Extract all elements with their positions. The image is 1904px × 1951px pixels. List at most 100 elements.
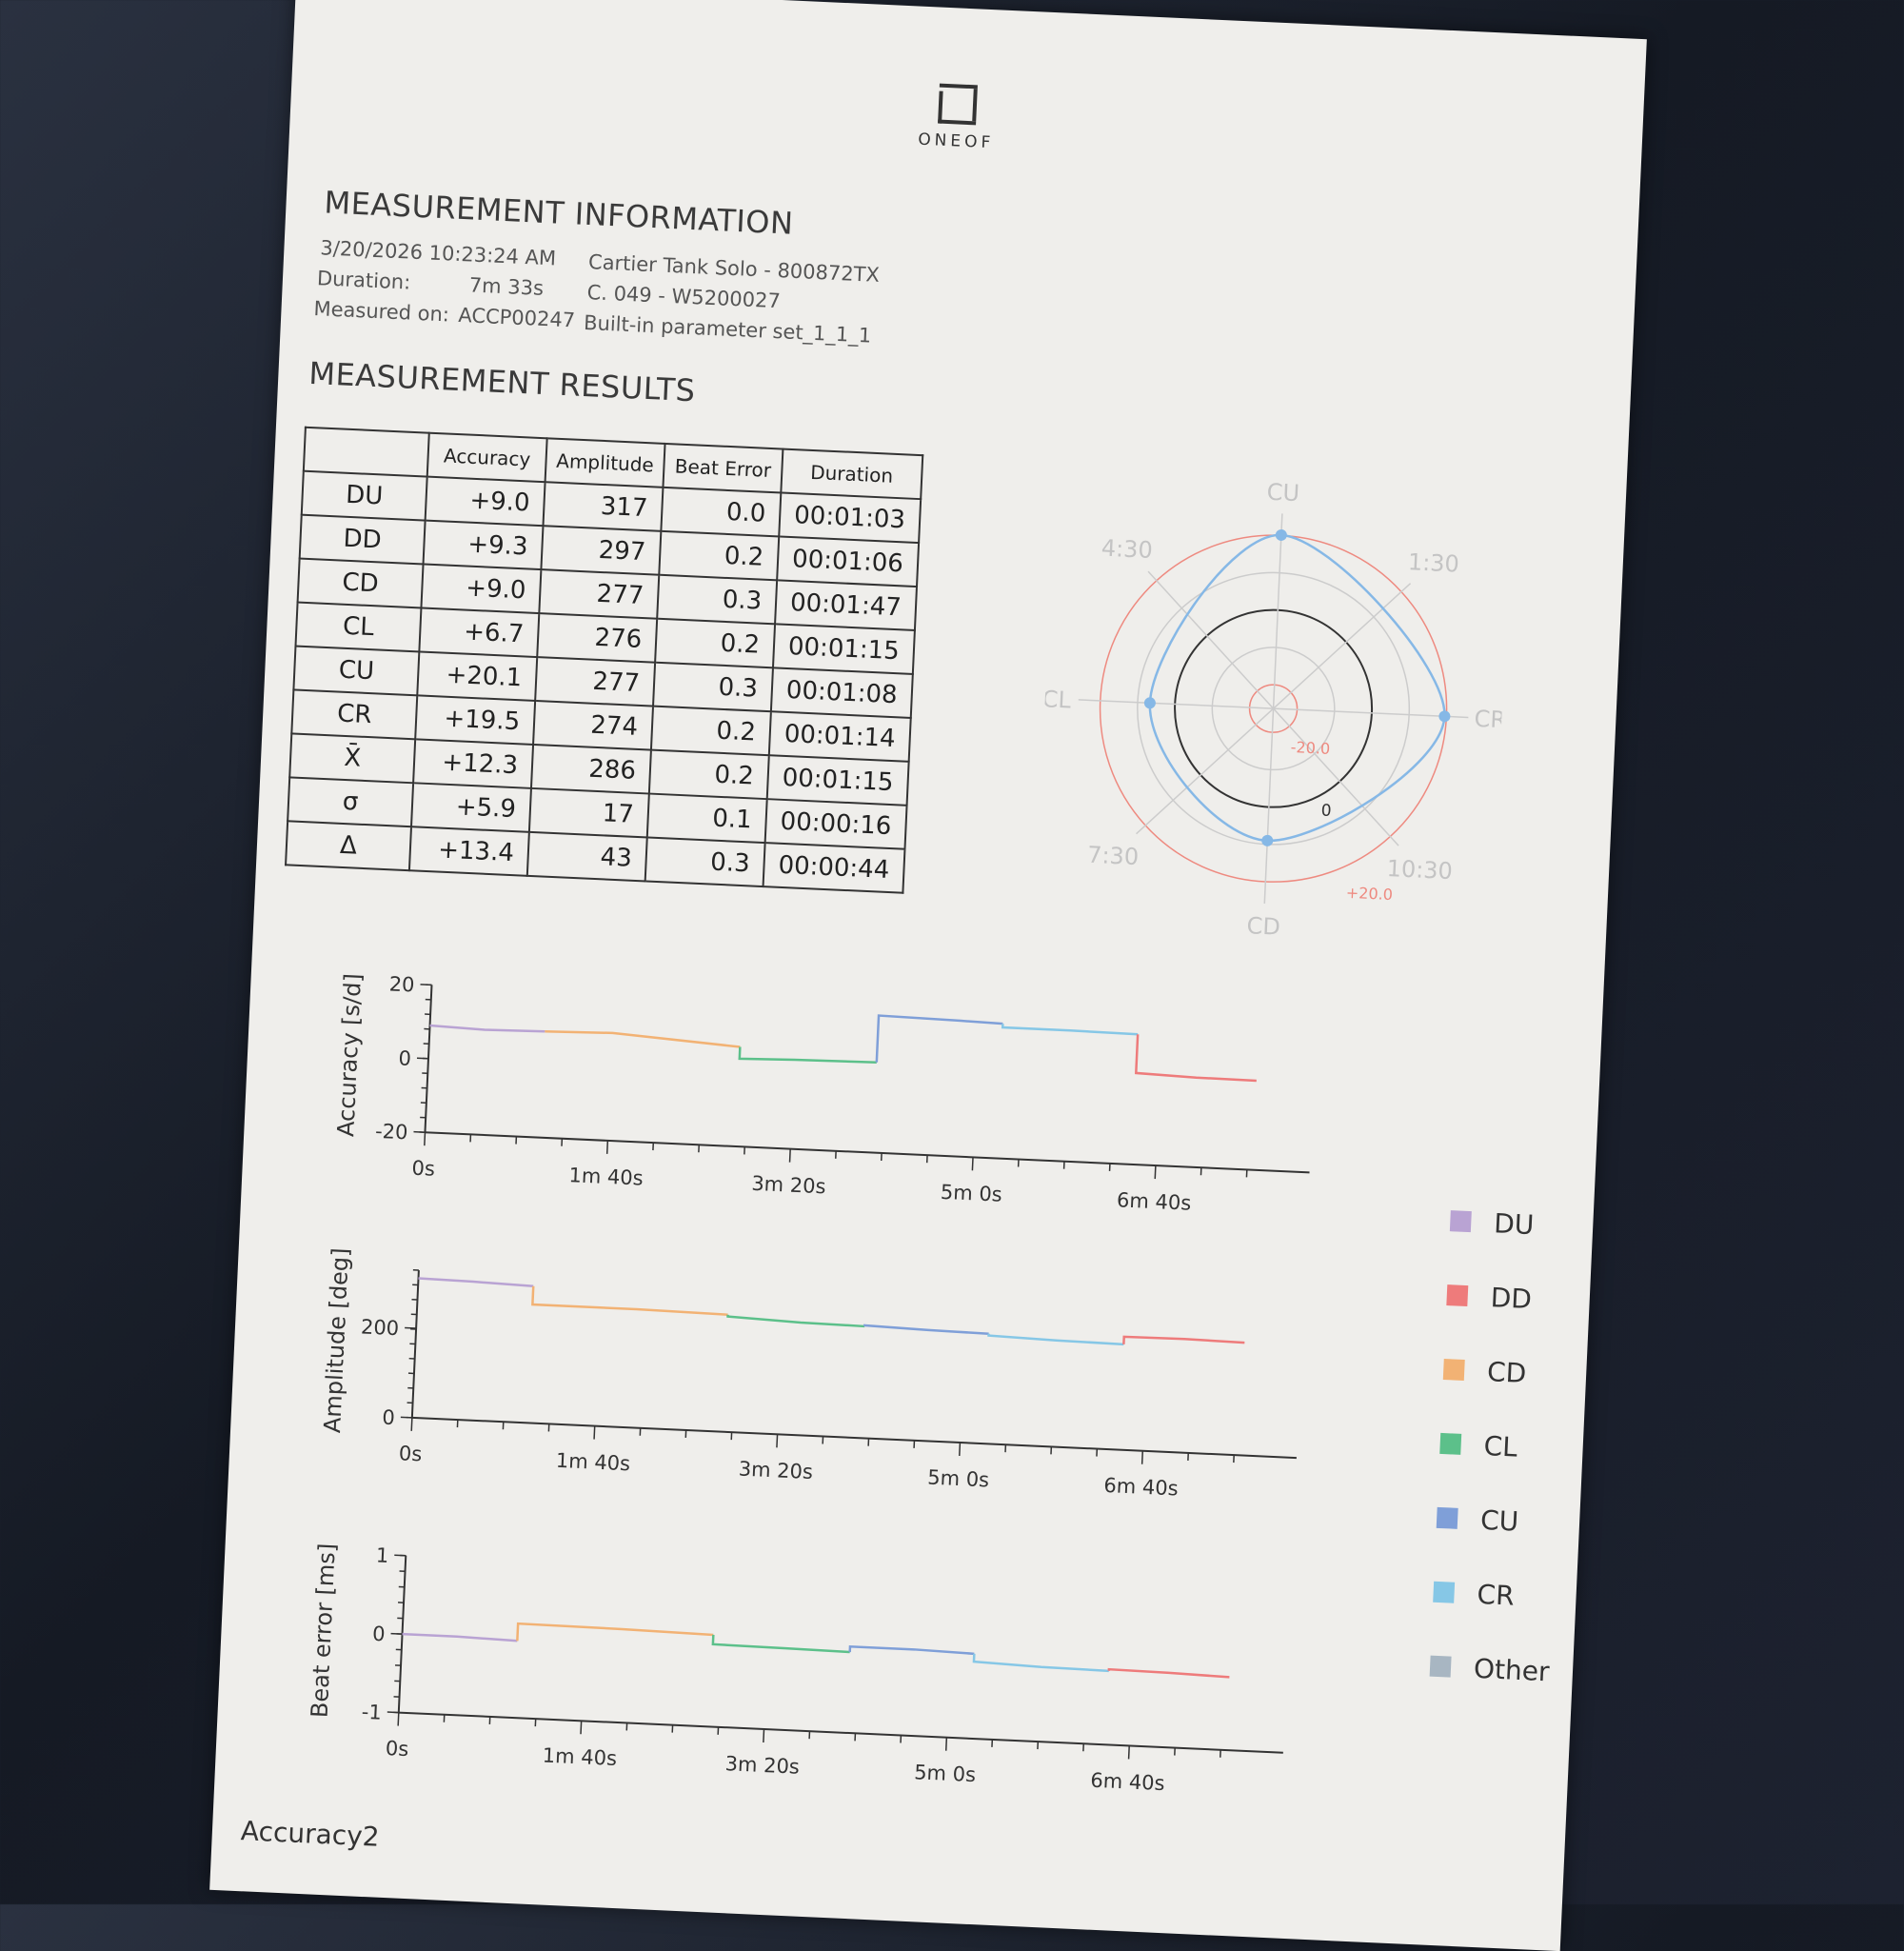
results-title: MEASUREMENT RESULTS (308, 355, 697, 408)
series-line-cl (727, 1315, 864, 1326)
legend-label: DD (1490, 1282, 1533, 1315)
x-tick-label: 6m 40s (1117, 1188, 1192, 1215)
y-tick-label: 20 (388, 972, 415, 996)
data-point (1276, 529, 1288, 542)
x-tick-label: 1m 40s (555, 1449, 630, 1476)
y-major-tick (413, 1132, 425, 1133)
x-tick-label: 1m 40s (568, 1164, 644, 1190)
legend-swatch (1450, 1210, 1472, 1232)
x-tick (790, 1149, 791, 1163)
parameter-set: Built-in parameter set_1_1_1 (584, 311, 872, 348)
series-line-du (402, 1634, 517, 1641)
table-cell: +6.7 (419, 607, 539, 657)
table-cell: +12.3 (413, 739, 533, 788)
legend-item: CU (1435, 1481, 1557, 1561)
series-line-cd (545, 1030, 741, 1047)
legend-swatch (1433, 1582, 1455, 1603)
axis-label: 1:30 (1407, 548, 1459, 577)
axis-label: CU (1266, 479, 1300, 508)
column-header: Beat Error (663, 444, 783, 493)
table-cell: 00:01:06 (777, 536, 919, 587)
series-line-cu (850, 1646, 975, 1658)
logo-mark-icon (938, 84, 978, 126)
duration-value: 7m 33s (468, 273, 544, 300)
series-line-cl (740, 1046, 877, 1065)
legend-item: DU (1449, 1184, 1572, 1264)
data-point (1438, 710, 1451, 723)
oneof-logo: ONEOF (918, 83, 997, 153)
logo-text: ONEOF (918, 130, 995, 153)
y-tick-label: 200 (360, 1315, 399, 1340)
series-line-cd (532, 1286, 728, 1315)
series-line-dd (1109, 1669, 1230, 1677)
row-label: CL (295, 603, 421, 652)
measured-on-label: Measured on: (313, 297, 449, 326)
table-cell: 00:01:47 (775, 580, 917, 630)
legend-swatch (1443, 1359, 1465, 1381)
table-cell: 0.2 (649, 750, 769, 800)
accuracy-curve (1144, 529, 1453, 848)
legend-item: CD (1442, 1332, 1565, 1412)
row-label: DU (302, 471, 427, 521)
table-cell: +19.5 (415, 695, 535, 745)
x-tick-label: 3m 20s (724, 1752, 800, 1779)
axis-label: CD (1246, 912, 1280, 941)
column-header: Accuracy (427, 433, 547, 483)
table-cell: 277 (539, 569, 659, 619)
x-tick (972, 1157, 973, 1170)
x-tick (607, 1141, 608, 1154)
x-tick-label: 3m 20s (738, 1458, 813, 1484)
y-tick-label: 0 (398, 1046, 411, 1070)
x-tick-label: 3m 20s (751, 1172, 826, 1199)
x-tick-label: 6m 40s (1090, 1769, 1165, 1796)
series-line-cu (877, 1016, 1003, 1068)
row-label: X̄ (289, 733, 415, 783)
table-cell: 277 (535, 657, 655, 707)
x-tick (946, 1738, 947, 1751)
x-tick-label: 5m 0s (914, 1761, 977, 1786)
row-label: DD (300, 515, 426, 565)
y-major-tick (394, 1555, 406, 1556)
legend-item: DD (1445, 1258, 1568, 1338)
x-tick (1129, 1745, 1130, 1759)
x-tick (425, 1132, 426, 1145)
legend-label: Other (1473, 1652, 1550, 1687)
x-tick-label: 5m 0s (927, 1466, 990, 1492)
y-major-tick (417, 1058, 428, 1059)
table-cell: 274 (533, 701, 653, 750)
x-tick-label: 0s (385, 1737, 408, 1761)
y-tick-label: 0 (382, 1405, 395, 1429)
row-label: σ (288, 777, 413, 826)
table-cell: 317 (543, 482, 663, 531)
y-tick-label: -1 (361, 1701, 382, 1724)
legend-item: CL (1438, 1406, 1561, 1486)
table-cell: 0.3 (645, 837, 765, 886)
y-axis-label: Amplitude [deg] (319, 1247, 354, 1434)
table-cell: 276 (537, 613, 657, 663)
y-tick-label: -20 (375, 1120, 408, 1145)
axis-label: CR (1474, 706, 1507, 733)
x-tick (1142, 1451, 1143, 1464)
series-line-cr (1002, 1024, 1138, 1034)
info-title: MEASUREMENT INFORMATION (324, 184, 794, 241)
x-tick-label: 0s (398, 1442, 422, 1465)
table-cell: 43 (527, 832, 647, 882)
table-cell: 0.2 (651, 707, 771, 756)
legend-item: Other (1428, 1629, 1551, 1709)
table-cell: +13.4 (409, 826, 529, 876)
y-axis-label: Accuracy [s/d] (332, 973, 367, 1138)
x-tick (411, 1418, 412, 1431)
legend-label: DU (1494, 1207, 1536, 1241)
ring-label: -20.0 (1290, 738, 1330, 758)
table-cell: 00:01:15 (773, 624, 915, 674)
y-major-tick (401, 1417, 412, 1418)
table-cell: 286 (531, 745, 651, 794)
x-tick (581, 1721, 582, 1734)
caliber: C. 049 - W5200027 (586, 281, 781, 312)
table-cell: 00:01:03 (779, 492, 921, 543)
series-line-du (429, 1025, 545, 1032)
series-line-du (418, 1279, 533, 1286)
series-line-dd (1136, 1034, 1259, 1081)
